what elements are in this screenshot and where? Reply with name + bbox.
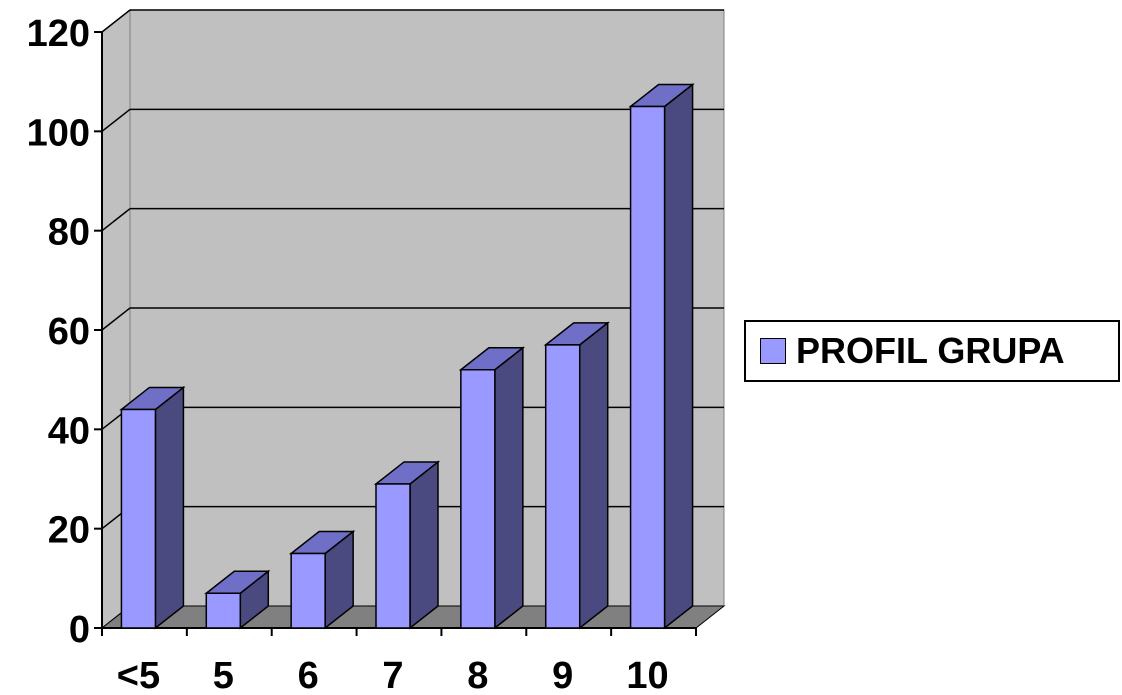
y-tick-label: 100 [27, 112, 90, 154]
x-tick-label: 8 [467, 655, 488, 695]
y-tick-labels: 0 20 40 60 80 100 120 [27, 13, 90, 651]
y-tick-label: 40 [48, 410, 90, 452]
legend-label: PROFIL GRUPA [796, 330, 1065, 371]
bar-side [154, 385, 185, 630]
bar-front [375, 483, 411, 629]
bar-side [494, 346, 524, 630]
y-tick-label: 20 [48, 510, 90, 552]
x-tick-label: 5 [213, 655, 234, 695]
bar-front [205, 592, 242, 629]
y-tick-label: 120 [27, 13, 90, 55]
x-tick-label: 7 [382, 655, 403, 695]
bar-front [290, 552, 326, 629]
bar [628, 82, 695, 630]
bar-side [409, 460, 439, 630]
bar [119, 385, 186, 630]
y-tick-label: 0 [69, 609, 90, 651]
x-tick-labels: <5 5 6 7 8 9 10 [117, 655, 669, 695]
bar-front [120, 408, 157, 629]
gridline-diag [101, 208, 131, 232]
x-tick-label: <5 [117, 655, 160, 695]
gridline-diag [101, 9, 131, 33]
gridline-diag [101, 108, 131, 132]
bar-front [629, 105, 666, 629]
bar-side [663, 82, 694, 630]
bar [458, 346, 526, 630]
legend-swatch [760, 338, 786, 364]
bar [543, 321, 610, 630]
legend: PROFIL GRUPA [744, 320, 1120, 382]
bar [288, 529, 356, 630]
bar-side [578, 321, 609, 630]
x-tick-label: 10 [626, 655, 668, 695]
bar [373, 460, 441, 630]
gridline-diag [101, 307, 131, 331]
x-tick-label: 6 [298, 655, 319, 695]
y-tick-label: 60 [48, 311, 90, 353]
y-tick-label: 80 [48, 212, 90, 254]
bar-front [460, 368, 496, 629]
bar-front [544, 344, 581, 629]
bar [204, 569, 271, 630]
bars [119, 82, 695, 630]
x-tick-label: 9 [552, 655, 573, 695]
